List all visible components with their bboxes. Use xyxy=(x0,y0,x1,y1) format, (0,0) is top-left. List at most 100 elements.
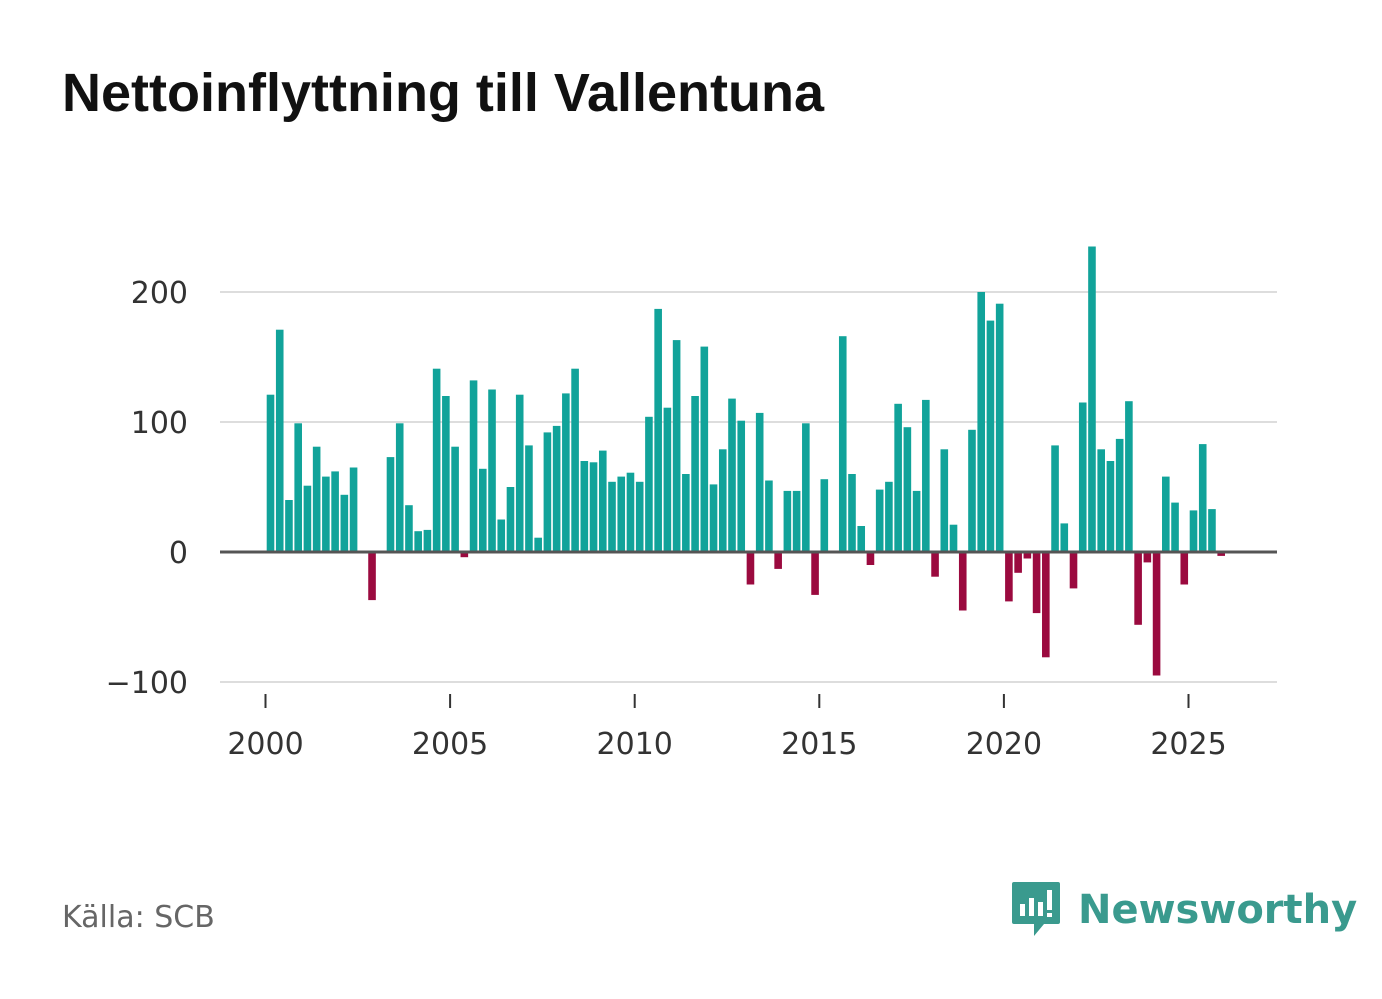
bar xyxy=(285,500,293,552)
bar xyxy=(469,380,478,552)
bar xyxy=(1217,552,1225,556)
bar xyxy=(414,531,422,552)
bar xyxy=(405,505,413,552)
bar xyxy=(848,474,856,552)
bar xyxy=(802,423,810,552)
chart-title: Nettoinflyttning till Vallentuna xyxy=(62,63,824,123)
bar xyxy=(792,490,801,552)
bar xyxy=(875,489,884,552)
bar xyxy=(1208,509,1216,552)
y-tick-label: 200 xyxy=(131,276,188,311)
bar xyxy=(1023,552,1032,559)
bar xyxy=(700,346,709,552)
bar xyxy=(1051,445,1059,552)
bar xyxy=(857,526,866,552)
bar xyxy=(275,329,284,552)
x-tick-label: 2010 xyxy=(597,727,673,762)
bar xyxy=(534,537,542,552)
bar xyxy=(977,292,986,552)
brand-name: Newsworthy xyxy=(1078,887,1358,933)
bar xyxy=(691,396,699,552)
bar xyxy=(442,396,450,552)
brand-logo[interactable]: Newsworthy xyxy=(1010,880,1357,940)
bar xyxy=(1162,476,1170,552)
bar xyxy=(1152,552,1161,676)
bar xyxy=(746,552,755,585)
x-tick-label: 2015 xyxy=(781,727,857,762)
bar xyxy=(1014,552,1022,573)
bar xyxy=(312,446,321,552)
bar xyxy=(940,449,949,552)
bar xyxy=(349,467,358,552)
bar xyxy=(1125,401,1133,552)
y-tick-label: 0 xyxy=(169,536,188,571)
bar xyxy=(571,368,579,552)
bar xyxy=(709,484,718,552)
bar xyxy=(626,472,635,552)
bar xyxy=(266,394,275,552)
bar xyxy=(1134,552,1142,625)
bar xyxy=(949,524,958,552)
bar xyxy=(506,487,515,552)
bar xyxy=(322,476,330,552)
bar xyxy=(543,432,552,552)
bar xyxy=(755,412,764,552)
x-tick-label: 2020 xyxy=(966,727,1042,762)
bar xyxy=(774,552,782,569)
bar xyxy=(515,394,524,552)
bar xyxy=(331,471,339,552)
bar xyxy=(460,552,469,558)
bar xyxy=(1069,552,1078,589)
axis-layer: −100 0 100 200 2000 2005 2010 2015 2020 2025 xyxy=(106,276,1277,762)
bar xyxy=(903,427,912,552)
bar xyxy=(1115,438,1124,552)
bar xyxy=(885,481,893,552)
grid-layer xyxy=(220,291,1277,683)
bar xyxy=(654,308,662,552)
bar xyxy=(894,403,902,552)
x-tick-label: 2000 xyxy=(227,727,303,762)
bar xyxy=(562,393,570,552)
bar xyxy=(552,425,561,552)
bar xyxy=(368,552,376,601)
bar xyxy=(737,420,746,552)
bar xyxy=(783,490,792,552)
bar xyxy=(820,479,829,552)
bar xyxy=(1171,502,1179,552)
bar xyxy=(497,519,506,552)
bar xyxy=(423,529,432,552)
bar-layer xyxy=(266,246,1225,676)
bar xyxy=(1005,552,1013,602)
bar xyxy=(1032,552,1041,614)
y-tick-label: 100 xyxy=(131,406,188,441)
bar xyxy=(1198,444,1207,552)
bar xyxy=(1180,552,1189,585)
bar xyxy=(617,476,626,552)
x-tick-label: 2005 xyxy=(412,727,488,762)
bar xyxy=(1060,523,1069,552)
source-label: Källa: SCB xyxy=(62,900,215,935)
bar xyxy=(451,446,459,552)
bar xyxy=(432,368,441,552)
bar xyxy=(663,407,672,552)
bar xyxy=(1097,449,1105,552)
bar xyxy=(580,461,589,552)
bar xyxy=(718,449,727,552)
bar xyxy=(866,552,875,565)
bar xyxy=(395,423,404,552)
bar xyxy=(589,462,598,552)
bar xyxy=(922,399,930,552)
bar xyxy=(912,490,921,552)
bar xyxy=(525,445,533,552)
bar xyxy=(1078,402,1087,552)
bar xyxy=(931,552,939,577)
y-tick-label: −100 xyxy=(106,666,188,701)
newsworthy-logo-icon xyxy=(1012,882,1060,936)
bar xyxy=(995,303,1004,552)
bar xyxy=(728,398,736,552)
bar xyxy=(635,481,644,552)
bar xyxy=(1106,461,1115,552)
bar xyxy=(608,481,616,552)
bar xyxy=(1088,246,1096,552)
